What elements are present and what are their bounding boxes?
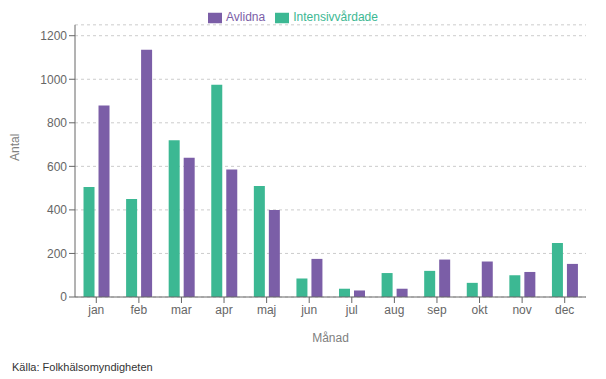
svg-text:jun: jun xyxy=(300,303,317,317)
svg-text:maj: maj xyxy=(257,303,276,317)
svg-text:jan: jan xyxy=(87,303,104,317)
svg-text:dec: dec xyxy=(555,303,574,317)
svg-text:mar: mar xyxy=(171,303,192,317)
html-text:Avlidna: Avlidna xyxy=(226,10,266,24)
svg-text:Antal: Antal xyxy=(8,134,22,161)
svg-text:200: 200 xyxy=(47,247,67,261)
svg-text:800: 800 xyxy=(47,116,67,130)
svg-text:600: 600 xyxy=(47,160,67,174)
svg-text:aug: aug xyxy=(384,303,404,317)
svg-text:apr: apr xyxy=(215,303,232,317)
svg-text:sep: sep xyxy=(427,303,447,317)
html-text:Intensivvårdade: Intensivvårdade xyxy=(293,10,378,24)
html-text:Källa: Folkhälsomyndigheten: Källa: Folkhälsomyndigheten xyxy=(12,361,153,373)
svg-text:okt: okt xyxy=(472,303,489,317)
svg-text:0: 0 xyxy=(60,290,67,304)
svg-text:feb: feb xyxy=(131,303,148,317)
svg-text:nov: nov xyxy=(512,303,531,317)
svg-text:1200: 1200 xyxy=(40,29,67,43)
svg-text:Månad: Månad xyxy=(312,331,349,345)
svg-text:1000: 1000 xyxy=(40,73,67,87)
svg-text:jul: jul xyxy=(345,303,358,317)
svg-text:400: 400 xyxy=(47,203,67,217)
